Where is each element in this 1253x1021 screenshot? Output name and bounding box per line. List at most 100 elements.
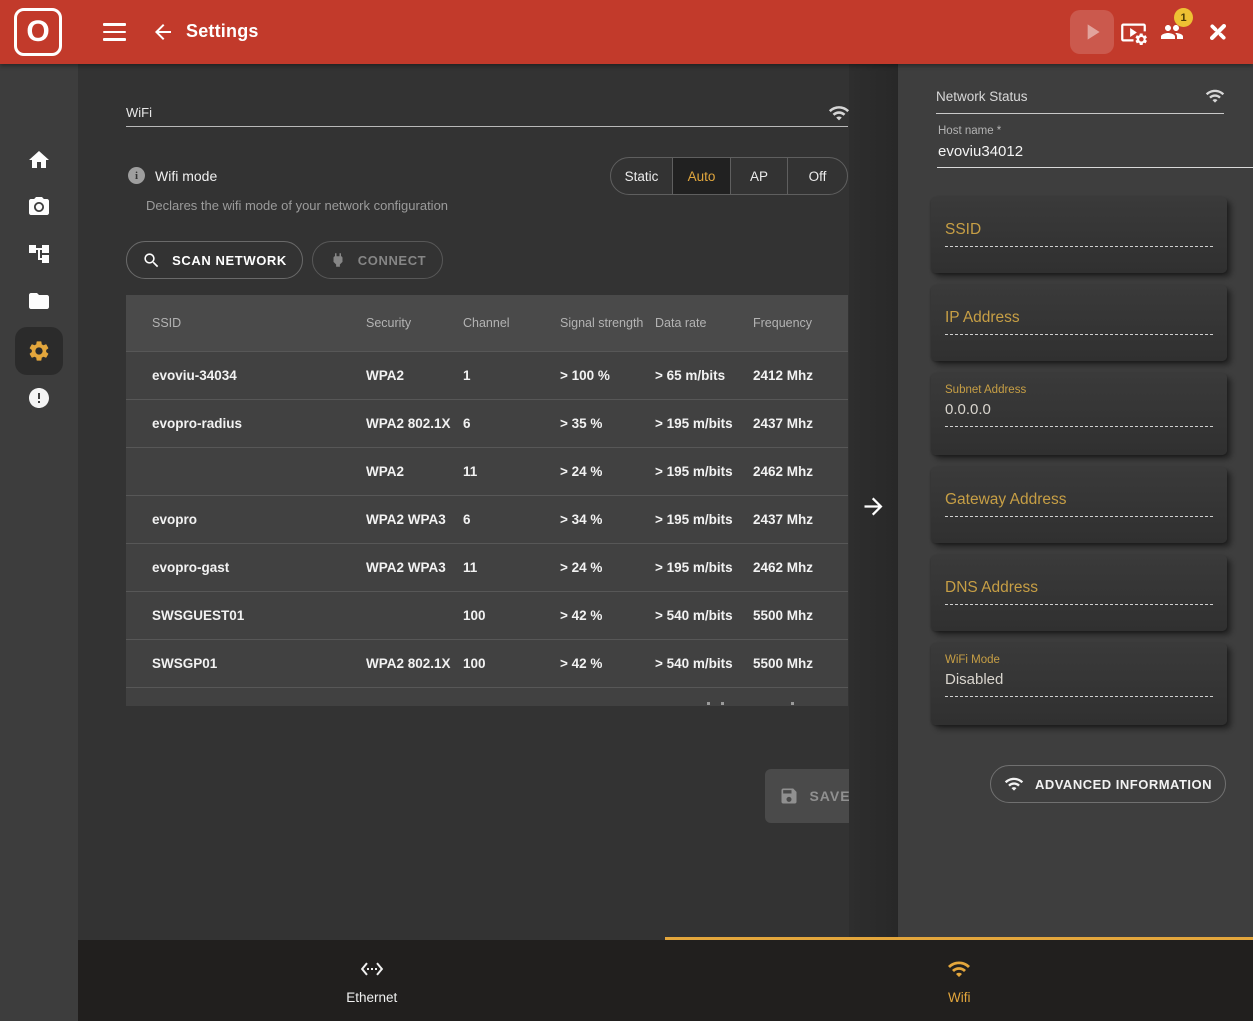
- cell-frequency: 2437 Mhz: [753, 416, 814, 431]
- cell-ssid: evopro-radius: [152, 416, 243, 431]
- tab-wifi[interactable]: Wifi: [666, 940, 1253, 1021]
- active-tab-indicator: [665, 937, 1253, 940]
- pagination-row-clipped: [126, 687, 848, 706]
- wifi-icon: [947, 957, 971, 981]
- cell-security: WPA2: [366, 464, 405, 479]
- collapse-panel-arrow-icon[interactable]: [860, 493, 887, 520]
- wifi-mode-description: Declares the wifi mode of your network c…: [146, 198, 449, 213]
- tab-ethernet-label: Ethernet: [346, 989, 398, 1005]
- top-app-bar: O Settings 1: [0, 0, 1253, 64]
- video-settings-icon[interactable]: [1120, 19, 1147, 46]
- ip-address-label: IP Address: [945, 309, 1020, 326]
- table-row[interactable]: evopro WPA2 WPA3 6 > 34 % > 195 m/bits 2437 M…: [126, 495, 848, 543]
- cell-channel: 6: [463, 512, 471, 527]
- table-row[interactable]: evopro-gast WPA2 WPA3 11 > 24 % > 195 m/bits…: [126, 543, 848, 591]
- section-divider: [126, 126, 848, 127]
- table-row[interactable]: evoviu-34034 WPA2 1 > 100 % > 65 m/bits 2412 …: [126, 351, 848, 399]
- nav-network-tree-icon[interactable]: [27, 242, 51, 266]
- nav-files-icon[interactable]: [27, 289, 51, 313]
- cell-datarate: > 195 m/bits: [655, 464, 733, 479]
- cell-channel: 6: [463, 416, 471, 431]
- notification-badge: 1: [1174, 8, 1193, 27]
- cell-datarate: > 195 m/bits: [655, 560, 733, 575]
- cell-signal: > 100 %: [560, 368, 610, 383]
- host-name-label: Host name *: [938, 125, 1002, 137]
- cell-frequency: 2462 Mhz: [753, 464, 814, 479]
- back-arrow-icon[interactable]: [151, 20, 175, 44]
- scan-network-button[interactable]: SCAN NETWORK: [126, 241, 303, 279]
- cell-signal: > 24 %: [560, 560, 603, 575]
- col-datarate: Data rate: [655, 316, 707, 330]
- cell-frequency: 2412 Mhz: [753, 368, 814, 383]
- cell-datarate: > 540 m/bits: [655, 608, 733, 623]
- wifi-mode-status-card: WiFi Mode Disabled: [931, 643, 1227, 725]
- advanced-information-label: ADVANCED INFORMATION: [1034, 776, 1213, 792]
- cell-ssid: evoviu-34034: [152, 368, 237, 383]
- nav-home-icon[interactable]: [27, 148, 51, 172]
- ethernet-icon: [360, 957, 384, 981]
- col-ssid: SSID: [152, 316, 182, 330]
- cell-signal: > 42 %: [560, 656, 603, 671]
- mode-option-auto[interactable]: Auto: [673, 158, 731, 194]
- host-name-field[interactable]: evoviu34012: [938, 143, 1024, 160]
- col-frequency: Frequency: [753, 316, 813, 330]
- cell-ssid: SWSGUEST01: [152, 608, 245, 623]
- info-icon[interactable]: [128, 167, 145, 184]
- ssid-status-card: SSID: [931, 197, 1227, 273]
- cell-security: WPA2: [366, 368, 405, 383]
- cell-signal: > 42 %: [560, 608, 603, 623]
- cell-signal: > 24 %: [560, 464, 603, 479]
- play-button[interactable]: [1070, 10, 1114, 54]
- nav-settings-icon[interactable]: [27, 339, 51, 363]
- ssid-label: SSID: [945, 221, 982, 238]
- cell-security: WPA2 802.1X: [366, 416, 451, 431]
- save-label: SAVE: [809, 788, 851, 804]
- nav-alerts-icon[interactable]: [27, 386, 51, 410]
- cell-ssid: SWSGP01: [152, 656, 218, 671]
- cell-datarate: > 195 m/bits: [655, 416, 733, 431]
- nav-active-highlight: [15, 327, 63, 375]
- table-row[interactable]: SWSGUEST01 100 > 42 % > 540 m/bits 5500 Mhz: [126, 591, 848, 639]
- menu-icon[interactable]: [103, 23, 126, 41]
- network-status-divider: [936, 113, 1224, 114]
- tab-wifi-label: Wifi: [948, 989, 971, 1005]
- cell-channel: 1: [463, 368, 471, 383]
- mode-option-static[interactable]: Static: [611, 158, 673, 194]
- cell-security: WPA2 WPA3: [366, 560, 446, 575]
- plug-icon: [329, 251, 347, 269]
- save-button[interactable]: SAVE: [765, 769, 865, 823]
- table-row[interactable]: SWSGP01 WPA2 802.1X 100 > 42 % > 540 m/bits 5…: [126, 639, 848, 687]
- wifi-mode-toggle-group: Static Auto AP Off: [610, 157, 848, 195]
- mode-option-ap[interactable]: AP: [731, 158, 788, 194]
- connect-button[interactable]: CONNECT: [312, 241, 443, 279]
- scan-network-label: SCAN NETWORK: [172, 252, 287, 268]
- cell-channel: 100: [463, 608, 486, 623]
- cell-frequency: 2437 Mhz: [753, 512, 814, 527]
- disconnect-icon[interactable]: [1204, 18, 1232, 46]
- cell-datarate: > 195 m/bits: [655, 512, 733, 527]
- mode-option-off[interactable]: Off: [808, 168, 827, 184]
- table-row[interactable]: WPA2 11 > 24 % > 195 m/bits 2462 Mhz: [126, 447, 848, 495]
- cell-ssid: evopro-gast: [152, 560, 230, 575]
- col-channel: Channel: [463, 316, 510, 330]
- col-security: Security: [366, 316, 412, 330]
- table-row[interactable]: evopro-radius WPA2 802.1X 6 > 35 % > 195 m/b…: [126, 399, 848, 447]
- cell-signal: > 35 %: [560, 416, 603, 431]
- subnet-address-value: 0.0.0.0: [945, 401, 991, 418]
- nav-camera-icon[interactable]: [27, 195, 51, 219]
- gateway-address-card: Gateway Address: [931, 467, 1227, 543]
- panel-gutter: [849, 64, 897, 940]
- users-icon[interactable]: [1158, 20, 1186, 44]
- advanced-information-button[interactable]: ADVANCED INFORMATION: [990, 765, 1226, 803]
- ip-address-card: IP Address: [931, 285, 1227, 361]
- tab-ethernet[interactable]: Ethernet: [78, 940, 666, 1021]
- col-signal: Signal strength: [560, 316, 644, 330]
- wifi-mode-status-label: WiFi Mode: [945, 654, 1000, 666]
- cell-channel: 11: [463, 560, 478, 575]
- network-status-wifi-icon: [1205, 86, 1225, 106]
- wifi-mode-status-value: Disabled: [945, 671, 1004, 688]
- cell-frequency: 5500 Mhz: [753, 608, 814, 623]
- cell-datarate: > 65 m/bits: [655, 368, 726, 383]
- status-cards: SSID IP Address Subnet Address 0.0.0.0 G…: [931, 197, 1227, 725]
